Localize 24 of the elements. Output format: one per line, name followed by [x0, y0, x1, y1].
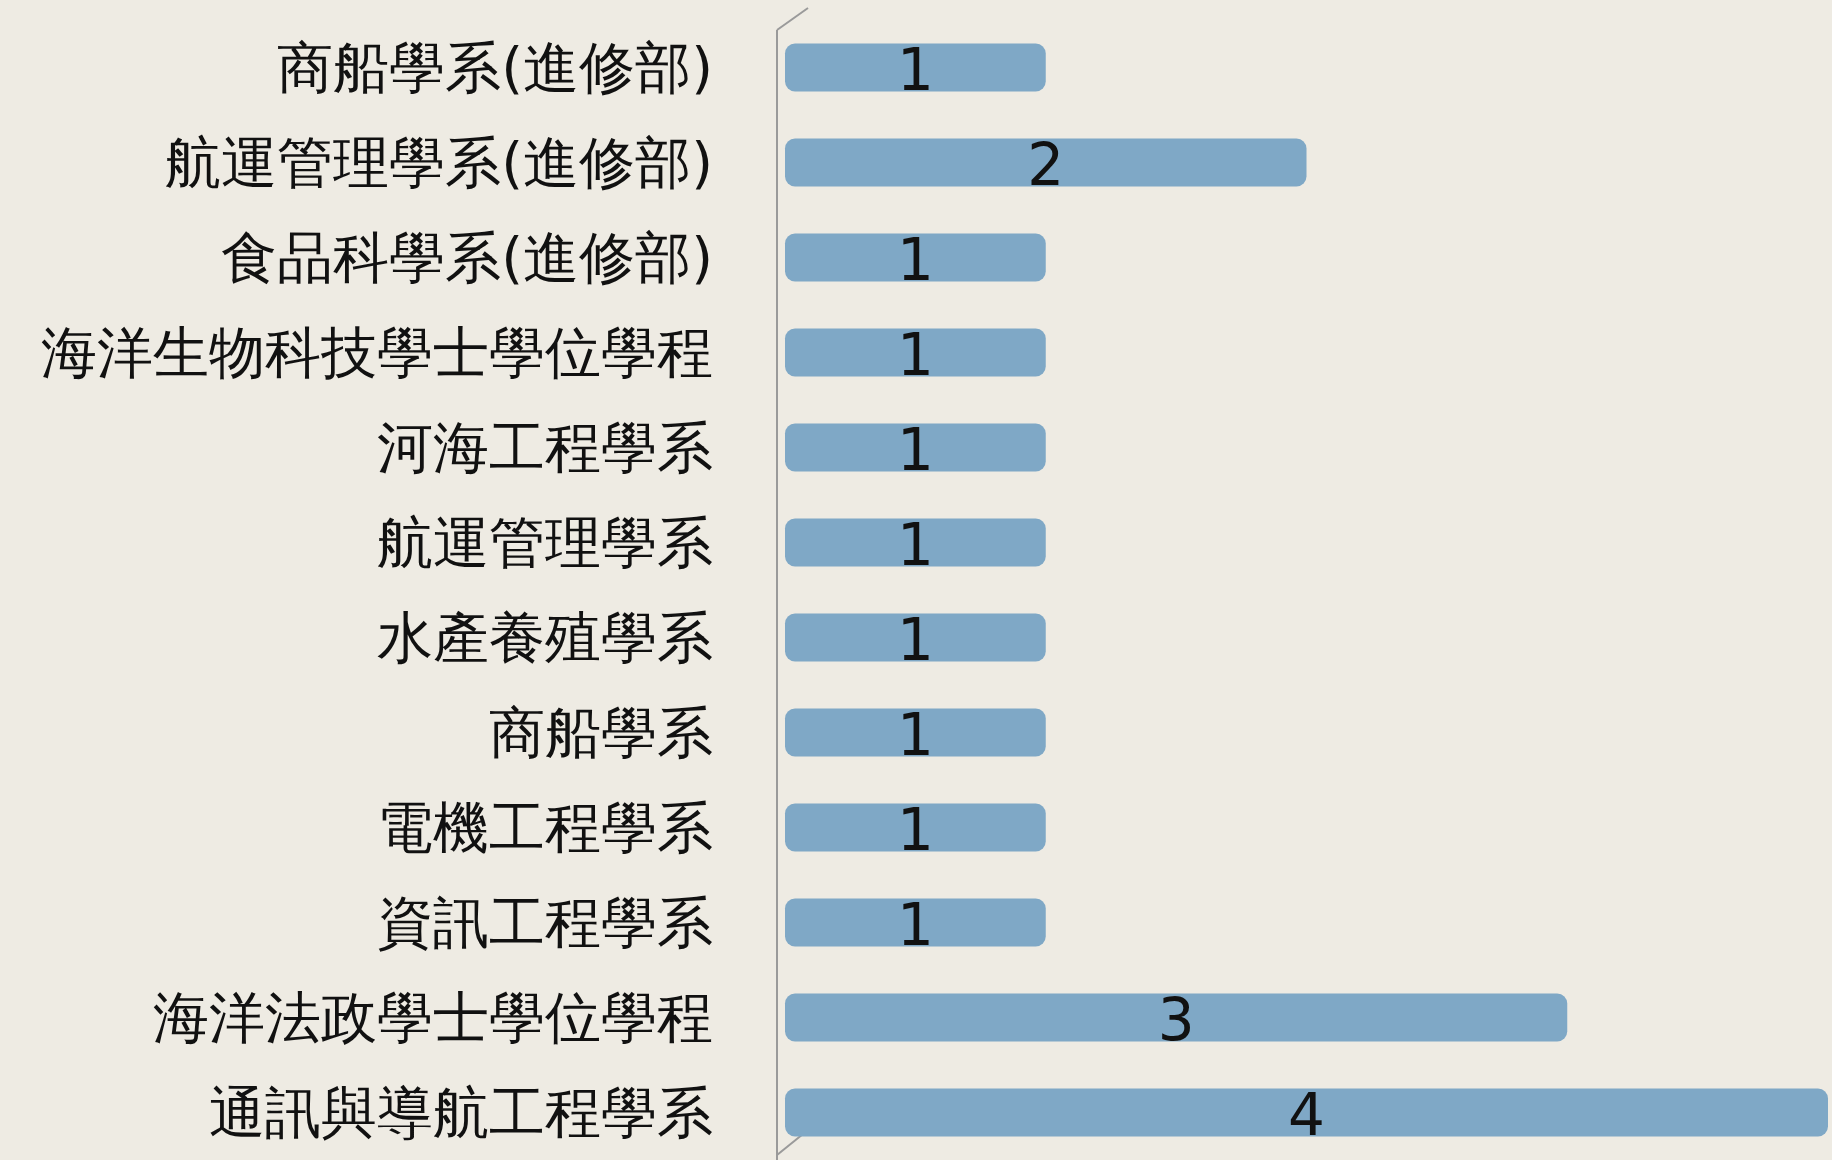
y-tick-label: 海洋生物科技學士學位學程 — [41, 319, 713, 385]
y-tick-label: 商船學系 — [489, 699, 713, 765]
data-label: 3 — [1157, 985, 1195, 1054]
y-tick-label: 航運管理學系 — [377, 509, 713, 575]
y-tick-label: 水產養殖學系 — [377, 604, 713, 670]
data-label: 1 — [896, 700, 934, 769]
y-tick-label: 海洋法政學士學位學程 — [153, 984, 713, 1050]
data-label: 1 — [896, 510, 934, 579]
y-tick-label: 電機工程學系 — [377, 794, 713, 860]
data-label: 1 — [896, 795, 934, 864]
y-tick-label: 商船學系(進修部) — [277, 34, 713, 100]
data-label: 1 — [896, 605, 934, 674]
data-label: 2 — [1027, 130, 1065, 199]
y-tick-label: 航運管理學系(進修部) — [165, 129, 713, 195]
data-label: 1 — [896, 890, 934, 959]
data-label: 1 — [896, 415, 934, 484]
data-label: 4 — [1288, 1080, 1325, 1149]
y-tick-label: 食品科學系(進修部) — [221, 224, 713, 290]
data-label: 1 — [896, 35, 934, 104]
data-label: 1 — [896, 225, 934, 294]
y-tick-label: 資訊工程學系 — [377, 889, 713, 955]
y-tick-label: 河海工程學系 — [377, 414, 713, 480]
y-tick-label: 通訊與導航工程學系 — [209, 1079, 713, 1145]
data-label: 1 — [896, 320, 934, 389]
